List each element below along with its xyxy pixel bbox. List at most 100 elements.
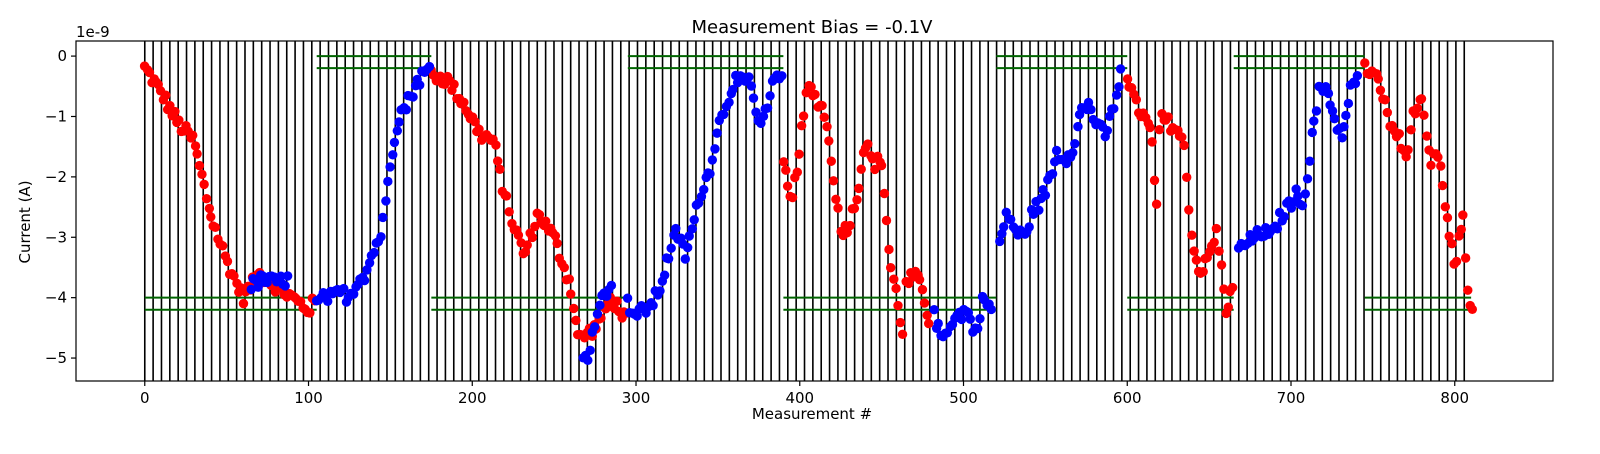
blue-data-point bbox=[1272, 224, 1283, 234]
red-data-point bbox=[1147, 137, 1157, 147]
red-data-point bbox=[1419, 110, 1429, 120]
red-data-point bbox=[550, 231, 561, 241]
blue-data-point bbox=[1111, 90, 1122, 100]
blue-data-point bbox=[1293, 191, 1303, 201]
blue-data-point bbox=[1350, 78, 1361, 89]
red-data-point bbox=[522, 240, 532, 250]
red-data-point bbox=[474, 124, 484, 134]
blue-data-point bbox=[1352, 70, 1363, 81]
blue-data-point bbox=[585, 345, 595, 355]
red-data-point bbox=[566, 289, 576, 299]
y-axis-label: Current (A) bbox=[16, 180, 34, 263]
red-data-point bbox=[1154, 125, 1165, 135]
blue-data-point bbox=[622, 293, 633, 303]
red-data-point bbox=[571, 315, 581, 326]
x-tick-label: 0 bbox=[140, 389, 150, 407]
red-data-point bbox=[229, 271, 239, 281]
red-data-point bbox=[828, 176, 839, 186]
red-data-point bbox=[1460, 253, 1471, 263]
blue-data-point bbox=[1300, 189, 1311, 199]
red-data-point bbox=[194, 160, 205, 171]
blue-data-point bbox=[744, 72, 754, 82]
plot-frame bbox=[75, 40, 1554, 382]
red-data-point bbox=[612, 296, 622, 306]
red-data-point bbox=[779, 157, 789, 167]
red-data-point bbox=[1394, 128, 1404, 139]
red-data-point bbox=[1436, 161, 1446, 171]
blue-data-point bbox=[394, 117, 404, 127]
y-tick-label: −1 bbox=[45, 107, 67, 125]
blue-data-point bbox=[383, 176, 393, 187]
red-data-point bbox=[1151, 199, 1162, 209]
blue-data-point bbox=[975, 313, 985, 324]
red-data-point bbox=[527, 232, 538, 243]
blue-data-point bbox=[728, 84, 738, 95]
red-data-point bbox=[831, 194, 841, 204]
blue-data-point bbox=[751, 107, 761, 117]
blue-data-point bbox=[1024, 222, 1034, 232]
blue-data-point bbox=[364, 258, 375, 268]
blue-data-point bbox=[589, 322, 600, 332]
red-data-point bbox=[305, 308, 315, 318]
blue-data-point bbox=[680, 254, 690, 264]
red-data-point bbox=[188, 130, 198, 141]
red-data-point bbox=[170, 106, 180, 117]
blue-data-point bbox=[1070, 139, 1080, 149]
red-data-point bbox=[798, 111, 809, 121]
blue-data-point bbox=[376, 232, 386, 242]
blue-data-point bbox=[1034, 205, 1044, 215]
red-data-point bbox=[923, 318, 934, 329]
blue-data-point bbox=[986, 304, 996, 315]
blue-data-point bbox=[1329, 113, 1340, 124]
red-data-point bbox=[564, 274, 574, 284]
blue-data-point bbox=[1102, 125, 1113, 136]
red-data-point bbox=[824, 136, 834, 146]
red-data-point bbox=[1149, 175, 1160, 186]
red-data-point bbox=[1426, 160, 1436, 170]
red-data-point bbox=[1131, 95, 1142, 105]
red-data-point bbox=[1440, 202, 1451, 212]
red-data-point bbox=[501, 191, 512, 201]
blue-data-point bbox=[655, 286, 665, 296]
y-tick-label: 0 bbox=[57, 47, 67, 65]
red-data-point bbox=[842, 227, 852, 238]
red-data-point bbox=[206, 212, 216, 222]
blue-data-point bbox=[972, 323, 983, 334]
blue-data-point bbox=[1068, 147, 1078, 158]
red-data-point bbox=[852, 195, 862, 205]
red-data-point bbox=[1177, 132, 1187, 142]
x-tick-label: 600 bbox=[1113, 389, 1142, 407]
red-data-point bbox=[1456, 224, 1466, 235]
red-data-point bbox=[1223, 302, 1233, 312]
red-data-point bbox=[192, 149, 202, 159]
red-data-point bbox=[787, 192, 798, 203]
red-data-point bbox=[201, 194, 212, 204]
red-data-point bbox=[204, 203, 215, 214]
red-data-point bbox=[817, 100, 827, 111]
red-data-point bbox=[1198, 267, 1208, 277]
blue-data-point bbox=[1311, 106, 1322, 116]
blue-data-point bbox=[699, 184, 709, 195]
blue-data-point bbox=[684, 231, 694, 241]
blue-data-point bbox=[1341, 110, 1351, 121]
chart-title: Measurement Bias = -0.1V bbox=[691, 17, 933, 38]
blue-data-point bbox=[1104, 111, 1115, 121]
red-data-point bbox=[1163, 112, 1173, 122]
x-tick-label: 200 bbox=[458, 389, 487, 407]
red-data-point bbox=[1406, 125, 1416, 135]
blue-data-point bbox=[758, 111, 769, 122]
blue-data-point bbox=[682, 242, 693, 253]
red-data-point bbox=[1191, 255, 1202, 265]
blue-data-point bbox=[1073, 121, 1083, 132]
red-data-point bbox=[1416, 94, 1427, 104]
red-data-point bbox=[854, 183, 864, 194]
blue-data-point bbox=[592, 309, 603, 319]
red-data-point bbox=[197, 169, 207, 180]
blue-data-point bbox=[689, 215, 699, 225]
red-data-point bbox=[917, 284, 928, 295]
red-data-point bbox=[1227, 282, 1238, 293]
red-data-point bbox=[1189, 246, 1199, 256]
red-data-point bbox=[781, 165, 791, 175]
red-data-point bbox=[849, 203, 860, 214]
